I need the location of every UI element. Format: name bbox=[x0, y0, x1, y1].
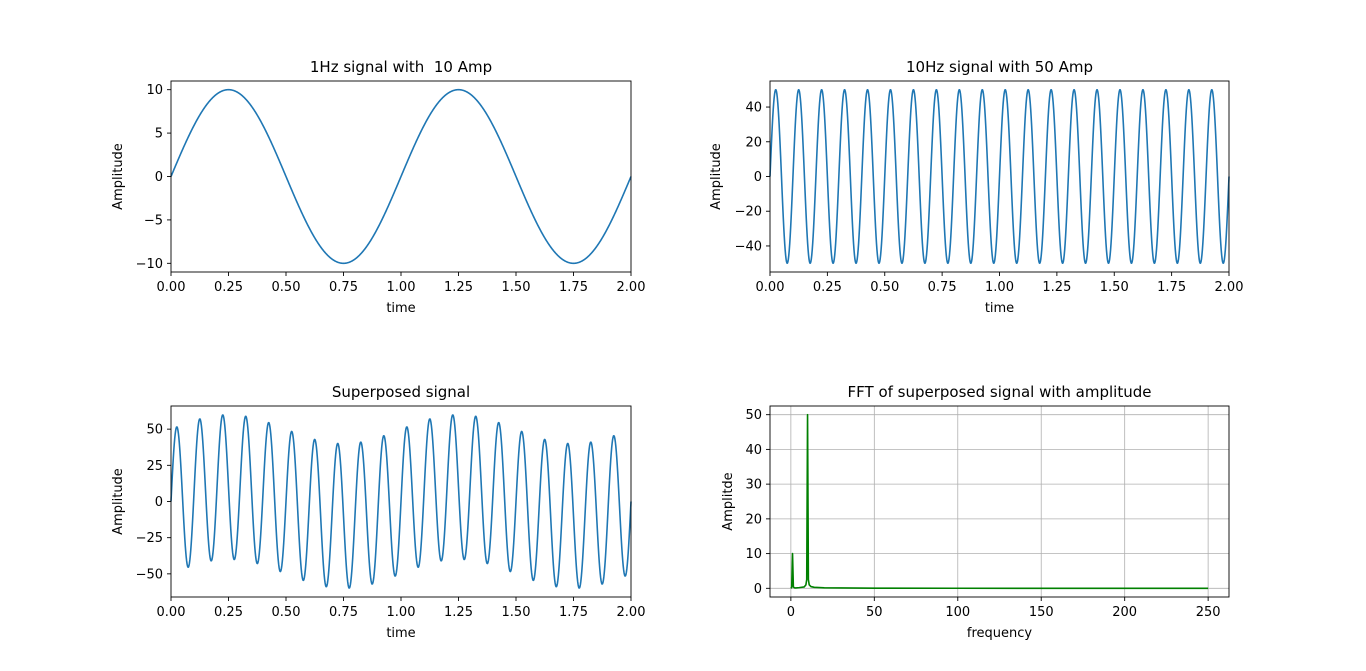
x-tick-label: 0.50 bbox=[272, 605, 301, 620]
x-tick-label: 0.25 bbox=[813, 280, 842, 295]
chart-title: 1Hz signal with 10 Amp bbox=[310, 58, 492, 76]
chart-1: 0.00 0.25 0.50 0.75 1.00 1.25 1.50 1.75 2.00 −10 −… bbox=[111, 58, 645, 316]
series-line bbox=[790, 413, 1209, 590]
chart-title: Superposed signal bbox=[332, 383, 470, 401]
y-tick-label: 25 bbox=[146, 459, 163, 474]
y-tick-label: 20 bbox=[745, 135, 762, 150]
x-tick-label: 1.00 bbox=[387, 605, 416, 620]
y-tick-label: −5 bbox=[144, 213, 163, 228]
x-tick-label: 150 bbox=[1029, 605, 1054, 620]
y-axis-label: Amplitde bbox=[721, 472, 736, 530]
y-tick-label: 20 bbox=[745, 512, 762, 527]
y-tick-label: 0 bbox=[155, 170, 163, 185]
y-tick-label: −20 bbox=[735, 205, 762, 220]
y-axis-label: Amplitude bbox=[111, 143, 126, 210]
y-axis-label: Amplitude bbox=[111, 468, 126, 535]
x-axis-label: time bbox=[386, 626, 415, 641]
series-line bbox=[769, 89, 1230, 264]
x-tick-label: 1.25 bbox=[444, 605, 473, 620]
x-tick-label: 0.25 bbox=[214, 280, 243, 295]
y-tick-label: 10 bbox=[745, 547, 762, 562]
x-tick-label: 1.25 bbox=[1042, 280, 1071, 295]
x-tick-label: 0.00 bbox=[157, 605, 186, 620]
x-tick-label: 1.75 bbox=[559, 280, 588, 295]
series-line bbox=[170, 88, 632, 265]
y-tick-label: 30 bbox=[745, 478, 762, 493]
x-tick-label: 100 bbox=[945, 605, 970, 620]
x-tick-label: 0.00 bbox=[157, 280, 186, 295]
x-axis-label: frequency bbox=[967, 626, 1033, 641]
x-tick-label: 1.50 bbox=[502, 280, 531, 295]
axes-frame bbox=[769, 405, 1230, 598]
y-tick-label: 0 bbox=[754, 170, 762, 185]
y-tick-label: 5 bbox=[155, 127, 163, 142]
x-axis-label: time bbox=[386, 301, 415, 316]
x-tick-label: 1.75 bbox=[559, 605, 588, 620]
x-tick-label: 1.75 bbox=[1157, 280, 1186, 295]
x-tick-label: 200 bbox=[1112, 605, 1137, 620]
x-tick-label: 0.00 bbox=[756, 280, 785, 295]
x-tick-label: 250 bbox=[1196, 605, 1221, 620]
x-tick-label: 0.50 bbox=[870, 280, 899, 295]
x-tick-label: 0.25 bbox=[214, 605, 243, 620]
x-tick-label: 1.00 bbox=[985, 280, 1014, 295]
chart-title: FFT of superposed signal with amplitude bbox=[848, 383, 1152, 401]
y-tick-label: 10 bbox=[146, 83, 163, 98]
x-tick-label: 1.00 bbox=[387, 280, 416, 295]
series-line bbox=[170, 414, 632, 589]
x-tick-label: 50 bbox=[866, 605, 883, 620]
x-tick-label: 0.75 bbox=[928, 280, 957, 295]
y-tick-label: −10 bbox=[136, 257, 163, 272]
chart-3: 0.00 0.25 0.50 0.75 1.00 1.25 1.50 1.75 2.00 −50 −… bbox=[111, 383, 645, 641]
x-tick-label: 2.00 bbox=[1215, 280, 1244, 295]
x-tick-label: 1.25 bbox=[444, 280, 473, 295]
y-tick-label: −40 bbox=[735, 239, 762, 254]
y-tick-label: 0 bbox=[754, 582, 762, 597]
y-tick-label: 0 bbox=[155, 495, 163, 510]
x-tick-label: 0 bbox=[787, 605, 795, 620]
y-tick-label: 40 bbox=[745, 101, 762, 116]
y-tick-label: 50 bbox=[745, 408, 762, 423]
chart-title: 10Hz signal with 50 Amp bbox=[906, 58, 1093, 76]
x-tick-label: 2.00 bbox=[617, 280, 646, 295]
x-tick-label: 2.00 bbox=[617, 605, 646, 620]
y-tick-label: 50 bbox=[146, 423, 163, 438]
x-tick-label: 0.75 bbox=[329, 280, 358, 295]
chart-2: 0.00 0.25 0.50 0.75 1.00 1.25 1.50 1.75 2.00 −40 −… bbox=[709, 58, 1243, 316]
x-tick-label: 1.50 bbox=[1100, 280, 1129, 295]
y-tick-label: 40 bbox=[745, 443, 762, 458]
x-axis-label: time bbox=[985, 301, 1014, 316]
y-tick-label: −50 bbox=[136, 567, 163, 582]
y-axis-label: Amplitude bbox=[709, 143, 724, 210]
x-tick-label: 0.75 bbox=[329, 605, 358, 620]
y-tick-label: −25 bbox=[136, 531, 163, 546]
chart-4: 0 50 100 150 200 250 0 10 20 30 40 50 FFT of superpo… bbox=[721, 383, 1230, 641]
x-tick-label: 1.50 bbox=[502, 605, 531, 620]
x-tick-label: 0.50 bbox=[272, 280, 301, 295]
